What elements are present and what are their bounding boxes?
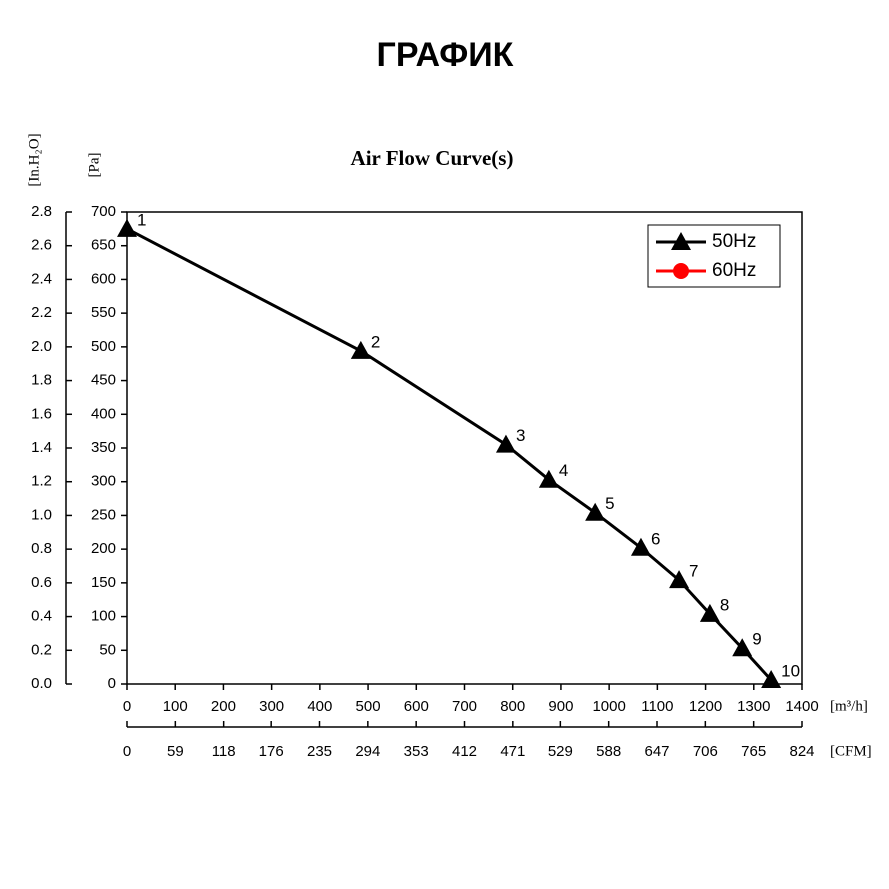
y-tick-label: 700 [91, 203, 116, 220]
y2-tick-label: 1.0 [31, 506, 52, 523]
x-tick-label: 500 [356, 698, 381, 715]
point-label: 1 [137, 210, 146, 229]
point-label: 3 [516, 426, 525, 445]
y-tick-label: 150 [91, 574, 116, 591]
y-tick-label: 250 [91, 506, 116, 523]
x2-axis-label: [CFM] [830, 743, 872, 759]
x-tick-label: 1200 [689, 698, 722, 715]
point-label: 10 [781, 661, 800, 680]
y-tick-label: 200 [91, 540, 116, 557]
x2-tick-label: 353 [404, 743, 429, 760]
x-tick-label: 1400 [785, 698, 818, 715]
x2-tick-label: 59 [167, 743, 184, 760]
y2-tick-label: 1.4 [31, 439, 52, 456]
x2-tick-label: 706 [693, 743, 718, 760]
x2-tick-label: 529 [548, 743, 573, 760]
x-tick-label: 600 [404, 698, 429, 715]
y2-tick-label: 1.8 [31, 372, 52, 389]
point-marker [732, 638, 753, 657]
y2-axis-label: [In.H₂O] [26, 133, 42, 186]
y2-tick-label: 2.4 [31, 270, 52, 287]
point-label: 7 [689, 562, 698, 581]
legend [647, 224, 781, 288]
x-tick-label: 1300 [737, 698, 770, 715]
y2-tick-label: 1.6 [31, 405, 52, 422]
y2-tick-label: 0.8 [31, 540, 52, 557]
y2-tick-label: 0.2 [31, 641, 52, 658]
x2-tick-label: 647 [644, 743, 669, 760]
series-line [126, 227, 773, 681]
point-marker [761, 669, 782, 688]
x2-tick-label: 235 [307, 743, 332, 760]
x-tick-label: 200 [211, 698, 236, 715]
y-tick-label: 0 [108, 675, 116, 692]
point-label: 4 [559, 461, 568, 480]
x-tick-label: 0 [123, 698, 131, 715]
y2-tick-label: 1.2 [31, 473, 52, 490]
y-tick-label: 450 [91, 372, 116, 389]
x-tick-label: 900 [548, 698, 573, 715]
x2-tick-label: 588 [596, 743, 621, 760]
point-label: 2 [371, 332, 380, 351]
x2-tick-label: 471 [500, 743, 525, 760]
x-tick-label: 100 [163, 698, 188, 715]
x2-tick-label: 118 [212, 743, 236, 760]
y-tick-label: 650 [91, 237, 116, 254]
y2-tick-label: 2.8 [31, 203, 52, 220]
point-label: 8 [720, 595, 729, 614]
point-marker [350, 340, 371, 359]
x2-tick-label: 0 [123, 743, 131, 760]
x-tick-label: 700 [452, 698, 477, 715]
x-axis-label: [m³/h] [830, 698, 868, 714]
legend-marker [671, 232, 691, 250]
x-tick-label: 1000 [592, 698, 625, 715]
y2-tick-label: 2.2 [31, 304, 52, 321]
x-tick-label: 300 [259, 698, 284, 715]
point-label: 5 [605, 494, 614, 513]
page-title: ГРАФИК [377, 36, 514, 74]
x2-tick-label: 824 [789, 743, 814, 760]
legend-label: 50Hz [712, 231, 756, 252]
point-marker [630, 537, 651, 556]
point-marker [495, 434, 516, 453]
y-tick-label: 300 [91, 473, 116, 490]
x2-tick-label: 294 [355, 743, 380, 760]
y2-tick-label: 2.6 [31, 237, 52, 254]
y-tick-label: 400 [91, 405, 116, 422]
y2-tick-label: 0.4 [31, 608, 52, 625]
y2-tick-label: 0.6 [31, 574, 52, 591]
point-marker [669, 570, 690, 589]
y-tick-label: 50 [99, 641, 116, 658]
y-tick-label: 350 [91, 439, 116, 456]
x2-tick-label: 412 [452, 743, 477, 760]
point-marker [699, 603, 720, 622]
x-tick-label: 800 [500, 698, 525, 715]
chart-title: Air Flow Curve(s) [351, 146, 514, 170]
point-label: 9 [752, 630, 761, 649]
y-tick-label: 500 [91, 338, 116, 355]
point-marker [538, 469, 559, 488]
point-marker [585, 502, 606, 521]
point-label: 6 [651, 529, 660, 548]
point-marker [117, 218, 137, 237]
y-tick-label: 600 [91, 270, 116, 287]
y-tick-label: 550 [91, 304, 116, 321]
legend-label: 60Hz [712, 260, 756, 281]
x-tick-label: 1100 [641, 698, 673, 715]
legend-marker [673, 263, 689, 279]
y2-tick-label: 0.0 [31, 675, 52, 692]
y2-tick-label: 2.0 [31, 338, 52, 355]
x2-tick-label: 765 [741, 743, 766, 760]
x-tick-label: 400 [307, 698, 332, 715]
y-tick-label: 100 [91, 608, 116, 625]
x2-tick-label: 176 [259, 743, 284, 760]
y-axis-label: [Pa] [86, 153, 102, 178]
